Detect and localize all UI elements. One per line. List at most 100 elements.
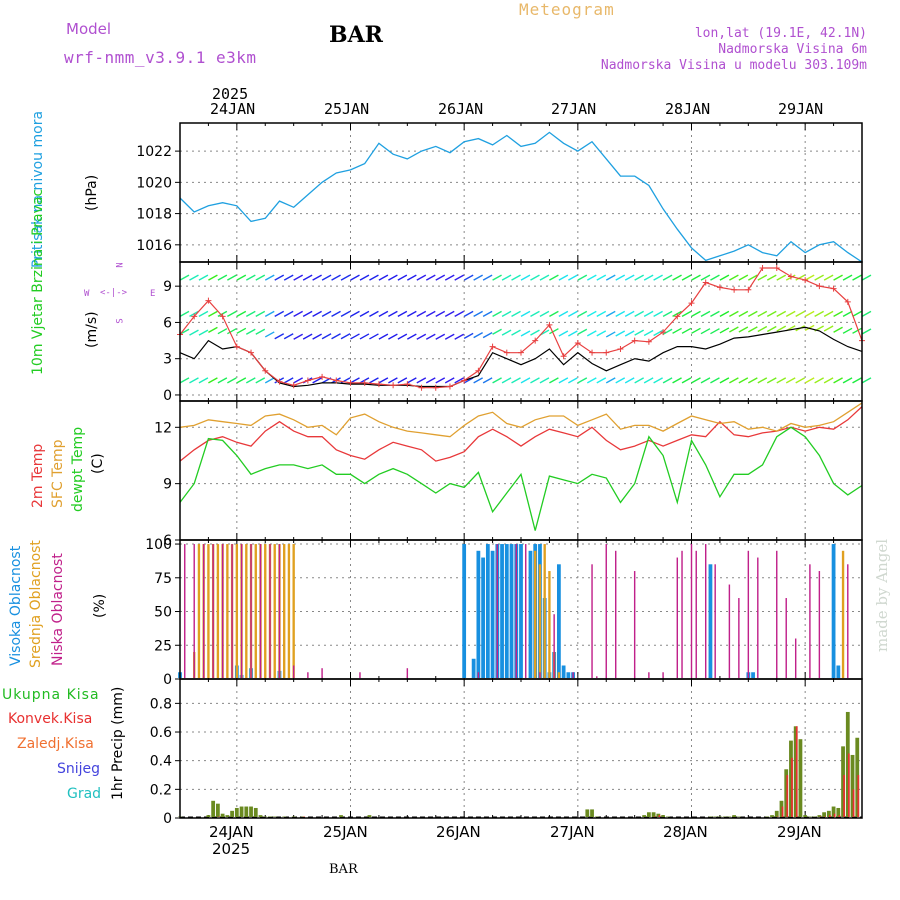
wind-arrow-3-34 — [340, 274, 351, 281]
wind-arrow-0-66 — [492, 377, 502, 384]
wind-arrow-3-80 — [558, 274, 569, 281]
ytick-label-clouds-4: 100 — [145, 537, 172, 553]
model-label: Model — [66, 20, 112, 38]
cloud-bar-2-25 — [605, 544, 607, 678]
wind-arrow-2-118 — [738, 310, 749, 318]
wind-arrow-2-74 — [530, 310, 540, 318]
wind-arrow-3-116 — [729, 274, 739, 281]
wind-arrow-2-124 — [766, 310, 777, 318]
wind-arrow-1-80 — [558, 330, 569, 337]
cloud-bar-2-19 — [525, 544, 527, 678]
cloud-bar-2-44 — [818, 571, 821, 678]
top-day-1: 24JAN — [210, 100, 256, 118]
wind-arrow-2-54 — [435, 310, 446, 318]
cloud-bar-1-19 — [283, 544, 286, 678]
precip-total-bar-50 — [826, 810, 831, 817]
wind-arrow-2-50 — [416, 310, 427, 318]
wind-arrow-3-112 — [710, 274, 720, 281]
precip-label-snow: Snijeg — [57, 761, 101, 777]
ytick-label-pressure-2: 1020 — [136, 175, 172, 191]
wind-arrow-2-82 — [568, 310, 578, 318]
wind-gust-marker-9 — [304, 377, 311, 384]
ytick-label-wind-1: 3 — [163, 352, 172, 368]
cloud-bar-2-29 — [662, 672, 664, 678]
wind-gust-marker-20 — [461, 377, 468, 384]
wind-arrow-1-140 — [842, 327, 853, 334]
wind-arrow-2-128 — [785, 310, 796, 318]
wind-arrow-3-66 — [492, 274, 502, 281]
bottom-day-2: 25JAN — [323, 823, 368, 841]
wind-arrow-3-40 — [369, 274, 379, 281]
wind-arrow-2-46 — [397, 310, 408, 318]
wind-arrow-1-22 — [283, 333, 294, 340]
wind-arrow-3-54 — [435, 274, 446, 281]
wind-arrow-3-24 — [293, 274, 304, 281]
cloud-bar-0-10 — [490, 550, 495, 678]
wind-arrow-1-60 — [463, 332, 474, 340]
wind-arrow-3-104 — [672, 274, 682, 281]
bottom-year: 2025 — [212, 840, 251, 858]
wind-arrow-3-8 — [217, 274, 228, 281]
wind-arrow-0-132 — [804, 377, 815, 384]
wind-arrow-2-96 — [634, 310, 645, 318]
wind-arrow-1-56 — [444, 333, 455, 340]
precip-conv-bar-12 — [833, 813, 836, 817]
wind-arrow-0-8 — [217, 377, 228, 384]
wind-arrow-2-132 — [804, 310, 815, 318]
precip-total-bar-55 — [850, 754, 855, 817]
cloud-bar-1-24 — [543, 544, 546, 678]
wind-arrow-3-122 — [757, 274, 768, 281]
precip-total-bar-9 — [244, 806, 249, 817]
elevation-text: Nadmorska Visina 6m — [718, 42, 867, 57]
wind-arrow-1-70 — [511, 329, 521, 336]
precip-conv-bar-7 — [791, 757, 793, 817]
precip-label-hail: Grad — [67, 786, 102, 802]
wind-arrow-1-120 — [747, 326, 758, 333]
wind-arrow-3-46 — [397, 274, 408, 281]
wind-arrow-1-126 — [776, 325, 787, 332]
cloud-bar-2-1 — [193, 544, 195, 678]
wind-arrow-0-40 — [369, 377, 379, 384]
temp-line-1 — [179, 402, 863, 438]
wind-arrow-2-86 — [586, 310, 597, 318]
wind-arrow-3-136 — [823, 274, 834, 281]
wind-gust-marker-28 — [574, 339, 581, 346]
precip-total-bar-42 — [789, 740, 793, 817]
wind-arrow-2-44 — [388, 310, 398, 318]
wind-arrow-3-142 — [852, 274, 862, 281]
top-day-2: 25JAN — [324, 100, 370, 118]
wind-arrow-2-106 — [681, 310, 692, 318]
precip-total-bar-35 — [732, 815, 737, 817]
temp-line-2 — [179, 426, 863, 531]
wind-arrow-2-84 — [577, 310, 588, 318]
panel-frame-4 — [179, 678, 863, 819]
cloud-bar-2-22 — [572, 672, 574, 678]
wind-arrow-3-90 — [605, 274, 616, 281]
compass-arrows: <-|-> — [100, 288, 128, 298]
wind-arrow-3-114 — [719, 274, 730, 281]
wind-gust-marker-27 — [560, 353, 567, 360]
wind-gust-marker-42 — [773, 265, 780, 272]
wind-arrow-3-26 — [302, 274, 313, 281]
wind-arrow-2-110 — [700, 310, 711, 318]
wind-arrow-2-62 — [473, 310, 483, 318]
wind-arrow-1-112 — [710, 328, 720, 335]
wind-arrow-2-102 — [662, 310, 673, 318]
wind-arrow-0-36 — [350, 377, 360, 384]
cloud-bar-2-45 — [847, 564, 849, 678]
wind-arrow-3-106 — [681, 274, 692, 281]
wind-mean-line — [179, 326, 863, 388]
cloud-bar-2-28 — [648, 672, 650, 678]
ytick-label-temperature-2: 12 — [154, 420, 172, 436]
precip-total-bar-40 — [779, 800, 784, 817]
precip-total-bar-10 — [249, 806, 253, 817]
panel-frame-2 — [179, 400, 863, 541]
wind-arrow-2-24 — [293, 310, 304, 318]
wind-arrow-0-104 — [672, 377, 682, 384]
wind-arrow-2-16 — [255, 310, 266, 318]
wind-arrow-1-102 — [662, 328, 673, 335]
precip-total-bar-43 — [793, 726, 798, 817]
wind-arrow-3-30 — [321, 274, 332, 281]
cloud-bar-2-20 — [539, 672, 541, 678]
wind-arrow-0-86 — [586, 377, 597, 384]
